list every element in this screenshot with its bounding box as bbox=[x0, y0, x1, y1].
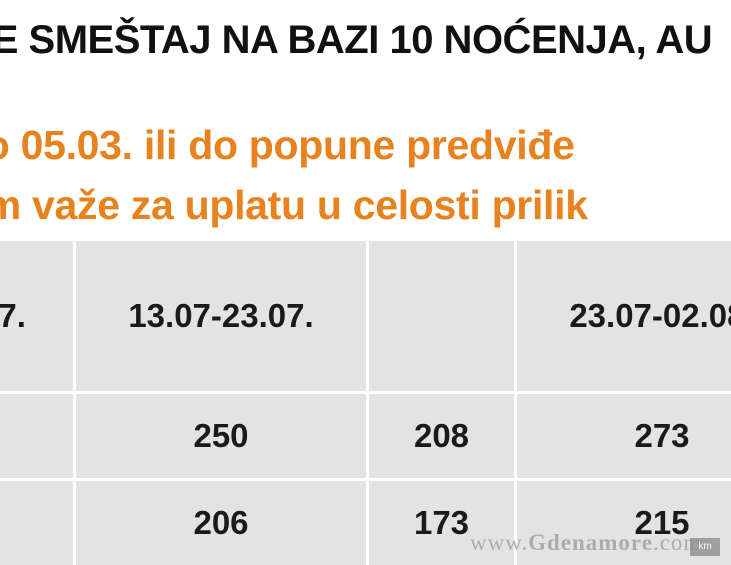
cell-promo-price: 208 bbox=[366, 391, 517, 481]
cell-price: 206 bbox=[73, 478, 369, 565]
watermark-badge: km bbox=[690, 538, 720, 556]
cell-price: 250 bbox=[73, 391, 369, 481]
pricing-table: 07. 13.07-23.07. 23.07-02.08. 02. 250 20… bbox=[0, 238, 731, 565]
watermark-brand: Gdenamore bbox=[528, 530, 653, 555]
cell-promo-price: 173 bbox=[366, 478, 517, 565]
header-cell-period-partial: 07. bbox=[0, 238, 76, 394]
promo-subtitle-line-2: om važe za uplatu u celosti prilik bbox=[0, 182, 588, 228]
table-row: 250 208 273 238 27 bbox=[0, 391, 731, 481]
table-header-row: 07. 13.07-23.07. 23.07-02.08. 02. bbox=[0, 238, 731, 394]
watermark: www.Gdenamore.com bbox=[470, 530, 702, 556]
page-title: JE SMEŠTAJ NA BAZI 10 NOĆENJA, AU bbox=[0, 18, 713, 62]
header-cell-period-2: 23.07-02.08. bbox=[514, 238, 731, 394]
watermark-prefix: www. bbox=[470, 530, 529, 555]
header-cell-period-1: 13.07-23.07. bbox=[73, 238, 369, 394]
pricing-table-wrapper: 07. 13.07-23.07. 23.07-02.08. 02. 250 20… bbox=[0, 238, 731, 565]
cell-room-type bbox=[0, 478, 76, 565]
header-cell-period-1-promo bbox=[366, 238, 517, 394]
cell-room-type bbox=[0, 391, 76, 481]
cell-price: 273 bbox=[514, 391, 731, 481]
promo-subtitle-line-1: do 05.03. ili do popune predviđe bbox=[0, 122, 575, 168]
